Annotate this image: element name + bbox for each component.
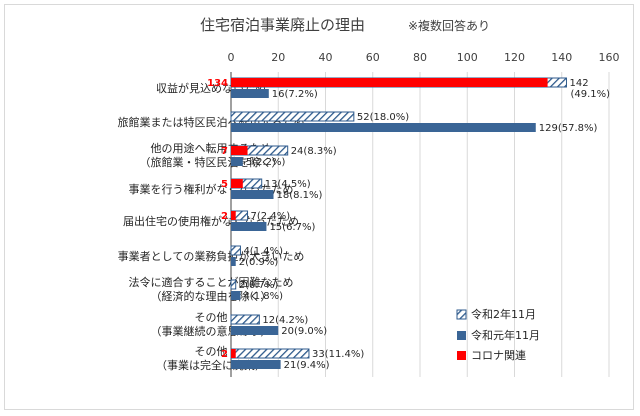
category-label: （経済的な理由を除く） bbox=[151, 289, 272, 303]
bar-r1-label: 4(1.8%) bbox=[243, 291, 283, 302]
bar-r1-label: 5(2.2%) bbox=[246, 157, 286, 168]
x-tick-label: 20 bbox=[271, 51, 285, 64]
legend-label: 令和2年11月 bbox=[471, 307, 536, 321]
bar-r1 bbox=[231, 89, 269, 98]
category-label: 事業者としての業務負担が大きいため bbox=[118, 249, 305, 263]
bar-r1 bbox=[231, 326, 279, 335]
bar-r2 bbox=[230, 245, 241, 256]
bar-r1-label: 21(9.4%) bbox=[284, 360, 330, 371]
bar-r2 bbox=[230, 279, 237, 290]
bar-r1 bbox=[231, 123, 536, 132]
category-label: その他 bbox=[195, 311, 228, 324]
bar-r2-label: 2(0.7%) bbox=[239, 280, 279, 291]
bar-covid-label: 2 bbox=[221, 349, 228, 360]
x-tick-label: 60 bbox=[366, 51, 380, 64]
bar-r2-label: 52(18.0%) bbox=[357, 112, 409, 123]
bar-covid-label: 5 bbox=[221, 179, 228, 190]
bar-covid bbox=[231, 211, 236, 220]
x-tick-label: 40 bbox=[319, 51, 333, 64]
bar-covid bbox=[231, 349, 236, 358]
bar-covid bbox=[231, 146, 248, 155]
chart-note: ※複数回答あり bbox=[408, 18, 490, 33]
bar-r1 bbox=[231, 360, 281, 369]
legend-swatch bbox=[457, 351, 466, 360]
bar-r2-label: 142 bbox=[569, 78, 588, 89]
bar-r1 bbox=[231, 222, 267, 231]
bar-covid-label: 2 bbox=[221, 211, 228, 222]
bar-r2-label: 24(8.3%) bbox=[291, 146, 337, 157]
bar-covid-label: 7 bbox=[221, 146, 228, 157]
bar-covid bbox=[231, 179, 243, 188]
bar-r2-label: 13(4.5%) bbox=[265, 179, 311, 190]
bar-r2-label: 4(1.4%) bbox=[243, 246, 283, 257]
bar-r1-label: 16(7.2%) bbox=[272, 89, 318, 100]
x-tick-label: 100 bbox=[457, 51, 478, 64]
legend-label: コロナ関連 bbox=[471, 348, 526, 362]
chart-title: 住宅宿泊事業廃止の理由 bbox=[200, 16, 365, 34]
bar-covid-label: 134 bbox=[207, 78, 228, 89]
category-label: その他 bbox=[195, 345, 228, 358]
bar-r2-label: 12(4.2%) bbox=[262, 315, 308, 326]
x-tick-label: 120 bbox=[504, 51, 525, 64]
bar-r1 bbox=[231, 157, 243, 166]
bar-r2 bbox=[230, 348, 310, 359]
bar-r1-label: 2(0.9%) bbox=[239, 257, 279, 268]
chart-frame bbox=[4, 4, 634, 410]
x-tick-label: 140 bbox=[551, 51, 572, 64]
bar-r2 bbox=[230, 111, 355, 122]
bar-r2-label: 7(2.4%) bbox=[251, 211, 291, 222]
x-tick-label: 160 bbox=[599, 51, 620, 64]
bar-r1 bbox=[231, 257, 236, 266]
bar-r1-label: 20(9.0%) bbox=[281, 326, 327, 337]
x-tick-label: 0 bbox=[228, 51, 235, 64]
bar-r2 bbox=[230, 314, 260, 325]
bar-covid bbox=[231, 78, 548, 87]
legend-swatch bbox=[457, 331, 466, 340]
legend-swatch bbox=[456, 309, 467, 320]
bar-r1-label: 15(6.7%) bbox=[269, 222, 315, 233]
bar-r1-label: 129(57.8%) bbox=[539, 123, 598, 134]
bar-r1 bbox=[231, 291, 241, 300]
x-tick-label: 80 bbox=[413, 51, 427, 64]
bar-r2-label: 33(11.4%) bbox=[312, 349, 364, 360]
bar-r1 bbox=[231, 190, 274, 199]
category-label: （旅館業・特区民泊を除く） bbox=[140, 155, 283, 169]
bar-r1-label: 18(8.1%) bbox=[277, 190, 323, 201]
legend-label: 令和元年11月 bbox=[471, 328, 540, 342]
bar-r2-percent-label: (49.1%) bbox=[570, 89, 610, 100]
category-label: 法令に適合することが困難なため bbox=[129, 275, 294, 289]
